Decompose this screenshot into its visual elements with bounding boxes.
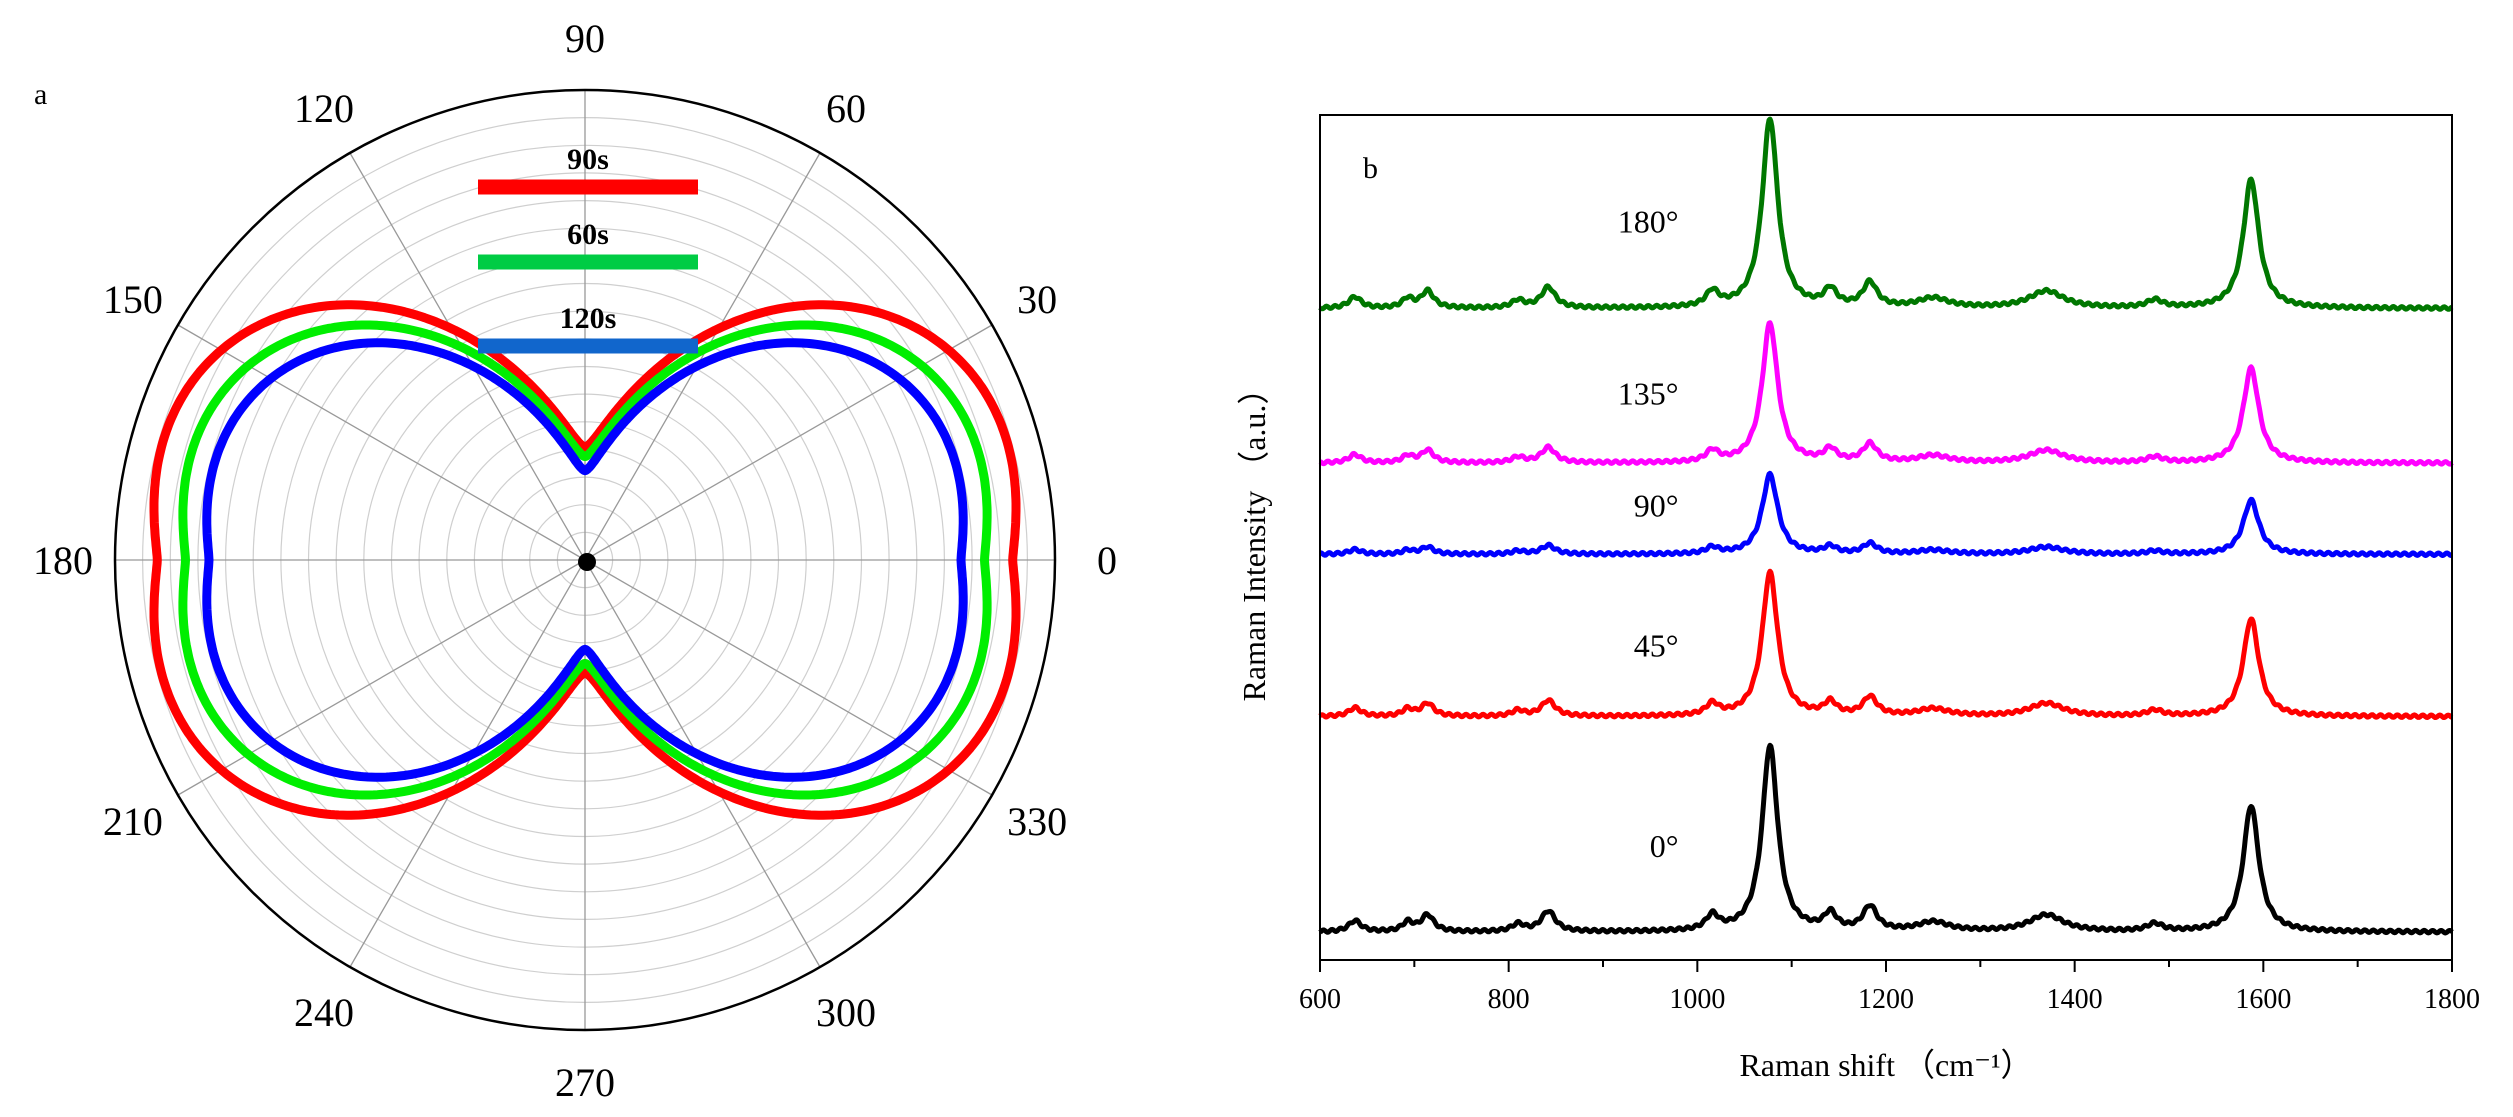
series-labels: 0° 45° 90° 135° 180°: [1618, 203, 1679, 864]
raman-series-0°: [1318, 742, 2454, 936]
x-tick-label: 1200: [1858, 984, 1914, 1015]
legend-label-90s: 90s: [567, 143, 609, 176]
polar-outer-ring: [113, 88, 1057, 1032]
polar-spoke: [177, 324, 586, 561]
raman-series-90°: [1318, 470, 2454, 558]
polar-series: [149, 300, 1021, 820]
polar-legend: 90s 60s 120s: [478, 143, 698, 354]
legend-label-120s: 120s: [560, 302, 617, 335]
series-label-180°: 180°: [1618, 203, 1679, 239]
polar-series-60s: [178, 320, 992, 800]
raman-series-135°: [1318, 320, 2454, 467]
raman-series-45°: [1318, 568, 2454, 720]
legend-label-60s: 60s: [567, 218, 609, 251]
x-tick-label: 1800: [2424, 984, 2480, 1015]
y-axis-label: Raman Intensity （a.u.）: [1236, 373, 1272, 702]
x-axis-ticks: 600 800 1000 1200 1400 1600 1800: [1299, 960, 2480, 1015]
polar-series-90s: [149, 300, 1021, 820]
polar-spoke: [584, 324, 993, 561]
polar-angle-tick-label: 270: [555, 1060, 615, 1105]
series-label-0°: 0°: [1650, 828, 1679, 864]
panel-label-b: b: [1363, 152, 1378, 185]
polar-angle-tick-label: 30: [1017, 277, 1057, 322]
raman-chart: b 600 800 1000 1200 1400 1600 1800 0° 45° 90° 135…: [1236, 114, 2480, 1083]
polar-angle-tick-label: 210: [103, 799, 163, 844]
polar-center-dot: [578, 553, 596, 571]
polar-spoke: [584, 152, 821, 561]
polar-angle-tick-label: 120: [294, 86, 354, 131]
panel-label-a: a: [34, 78, 47, 111]
polar-spoke: [349, 152, 586, 561]
x-tick-label: 600: [1299, 984, 1341, 1015]
polar-chart: a 0 30 60 90 120 150 180 210 240 270 300 330 90s 60s…: [33, 16, 1117, 1105]
polar-angle-tick-label: 90: [565, 16, 605, 61]
polar-spoke: [177, 559, 586, 796]
polar-spoke: [584, 559, 993, 796]
x-tick-label: 1600: [2235, 984, 2291, 1015]
polar-angle-tick-label: 330: [1007, 799, 1067, 844]
polar-spoke: [584, 559, 821, 968]
polar-angle-tick-label: 150: [103, 277, 163, 322]
x-tick-label: 1400: [2047, 984, 2103, 1015]
raman-series-180°: [1318, 116, 2454, 312]
polar-angle-tick-label: 300: [816, 990, 876, 1035]
x-axis-label: Raman shift （cm⁻¹）: [1739, 1047, 2032, 1083]
raman-series: [1318, 116, 2454, 936]
plot-frame: [1319, 114, 2453, 961]
series-label-90°: 90°: [1634, 488, 1679, 524]
polar-series-120s: [202, 338, 968, 782]
x-tick-label: 1000: [1669, 984, 1725, 1015]
polar-angle-tick-label: 0: [1097, 538, 1117, 583]
polar-spoke: [349, 559, 586, 968]
polar-angle-tick-label: 240: [294, 990, 354, 1035]
polar-angle-ticks: 0 30 60 90 120 150 180 210 240 270 300 330: [33, 16, 1117, 1105]
series-label-45°: 45°: [1634, 627, 1679, 663]
polar-angle-tick-label: 60: [826, 86, 866, 131]
polar-angle-tick-label: 180: [33, 538, 93, 583]
x-tick-label: 800: [1488, 984, 1530, 1015]
series-label-135°: 135°: [1618, 375, 1679, 411]
